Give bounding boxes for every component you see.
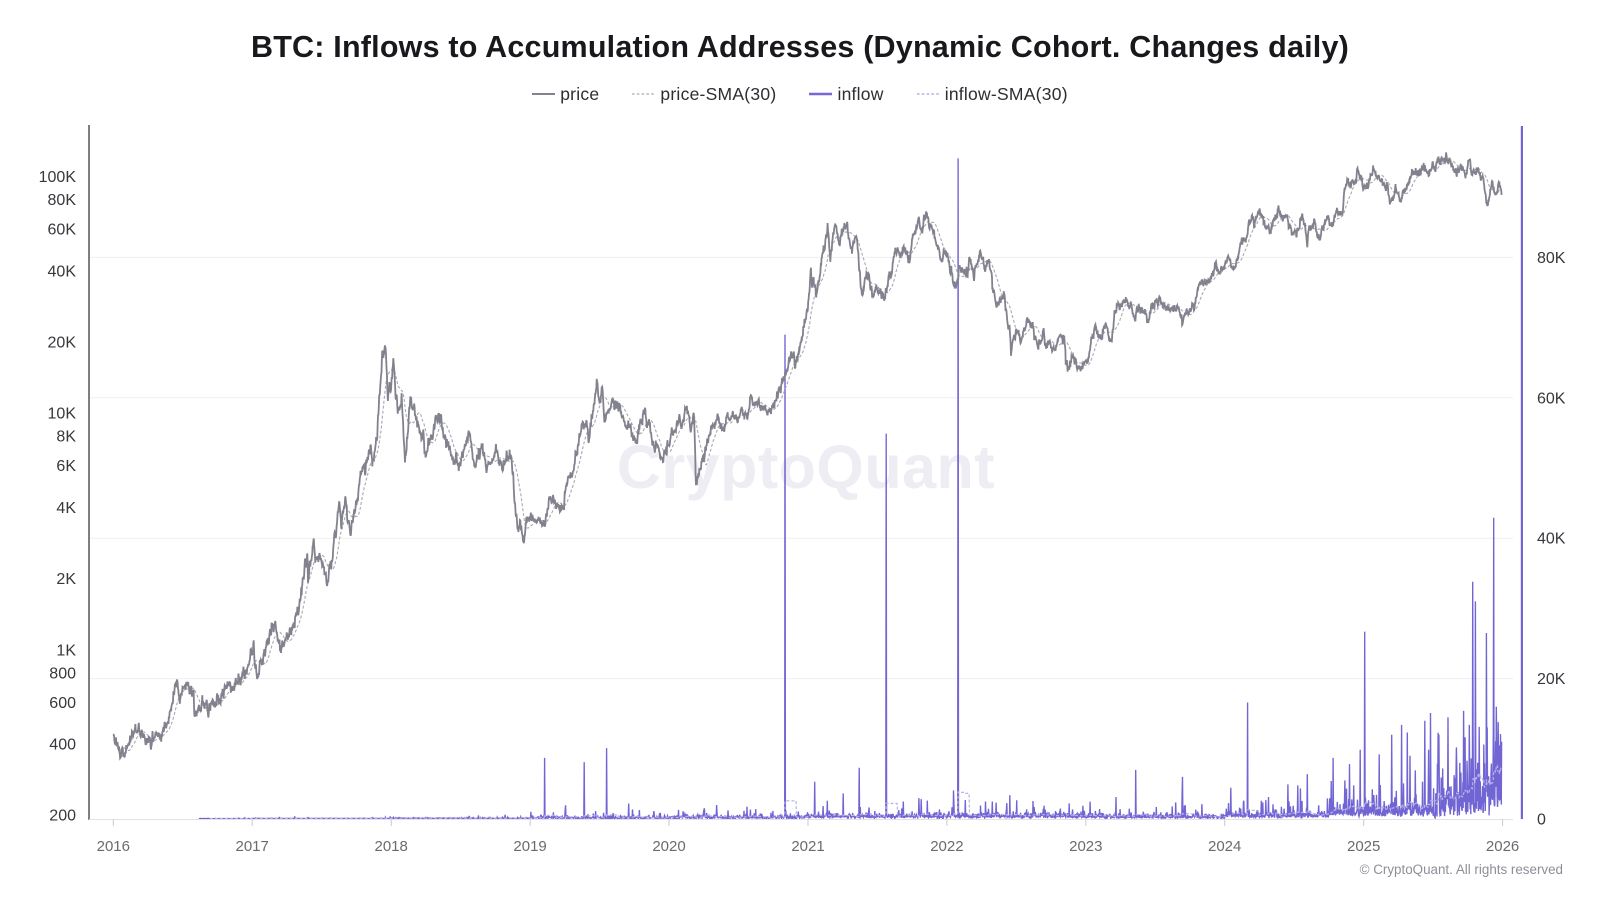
svg-text:2023: 2023 bbox=[1069, 838, 1102, 855]
svg-text:80K: 80K bbox=[1537, 250, 1566, 267]
svg-text:1K: 1K bbox=[56, 642, 76, 659]
svg-text:CryptoQuant: CryptoQuant bbox=[617, 433, 995, 501]
svg-text:2024: 2024 bbox=[1208, 838, 1241, 855]
svg-text:2019: 2019 bbox=[513, 838, 546, 855]
svg-text:2016: 2016 bbox=[97, 838, 130, 855]
svg-text:20K: 20K bbox=[1537, 671, 1566, 688]
svg-text:2018: 2018 bbox=[375, 838, 408, 855]
svg-text:0: 0 bbox=[1537, 812, 1546, 829]
svg-text:2022: 2022 bbox=[930, 838, 963, 855]
svg-text:80K: 80K bbox=[48, 192, 77, 209]
svg-text:8K: 8K bbox=[56, 429, 76, 446]
svg-text:6K: 6K bbox=[56, 458, 76, 475]
svg-text:60K: 60K bbox=[1537, 390, 1566, 407]
svg-text:40K: 40K bbox=[48, 263, 77, 280]
svg-text:2021: 2021 bbox=[791, 838, 824, 855]
svg-text:2020: 2020 bbox=[652, 838, 685, 855]
svg-text:4K: 4K bbox=[56, 500, 76, 517]
svg-text:200: 200 bbox=[49, 808, 76, 825]
svg-text:20K: 20K bbox=[48, 335, 77, 352]
svg-text:800: 800 bbox=[49, 665, 76, 682]
svg-text:10K: 10K bbox=[48, 406, 77, 423]
svg-text:400: 400 bbox=[49, 737, 76, 754]
svg-text:2017: 2017 bbox=[236, 838, 269, 855]
svg-text:2025: 2025 bbox=[1347, 838, 1380, 855]
svg-text:2026: 2026 bbox=[1486, 838, 1519, 855]
svg-text:2K: 2K bbox=[56, 571, 76, 588]
svg-text:600: 600 bbox=[49, 695, 76, 712]
svg-text:40K: 40K bbox=[1537, 531, 1566, 548]
svg-text:60K: 60K bbox=[48, 222, 77, 239]
svg-text:100K: 100K bbox=[39, 169, 77, 186]
